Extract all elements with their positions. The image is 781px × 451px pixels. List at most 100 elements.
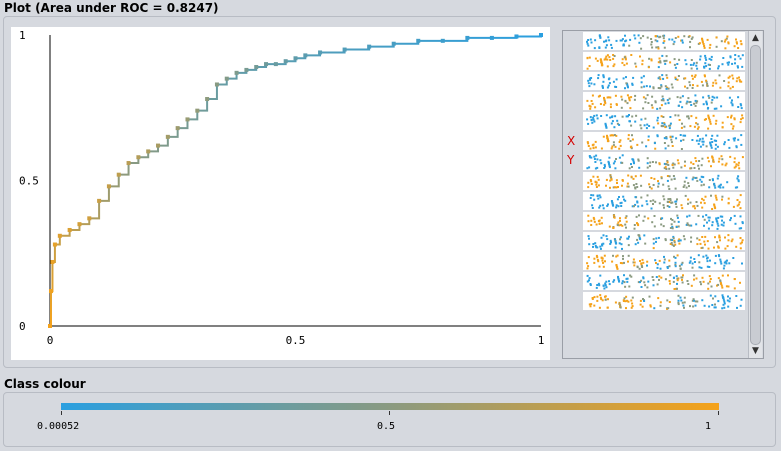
attribute-point [719,279,722,282]
x-tick-label: 1 [538,334,545,347]
attribute-row[interactable] [583,32,745,50]
attribute-point [738,227,741,230]
attribute-scrollbar[interactable]: ▲ ▼ [748,31,762,358]
attribute-point [619,306,622,309]
attribute-point [727,285,730,288]
attribute-point [711,224,714,227]
attribute-point [624,58,627,61]
attribute-point [652,247,655,250]
attribute-point [607,36,610,39]
attribute-point [689,305,691,308]
attribute-point [637,34,640,37]
attribute-point [679,239,682,242]
attribute-point [666,99,669,102]
attribute-point [618,196,620,198]
attribute-point [668,124,671,127]
attribute-point [695,223,698,226]
attribute-point [735,145,738,148]
attribute-row[interactable] [583,152,745,170]
attribute-point [616,182,618,184]
attribute-point [615,134,618,137]
attribute-row[interactable] [583,192,745,210]
attribute-row[interactable] [583,52,745,70]
attribute-point [683,180,686,183]
attribute-point [708,305,711,308]
scroll-up-icon[interactable]: ▲ [752,33,759,43]
x-tick-label: 0.5 [286,334,306,347]
attribute-point [703,304,706,307]
attribute-point [734,58,737,61]
attribute-point [692,176,695,179]
attribute-row[interactable] [583,92,745,110]
attribute-point [621,58,624,61]
attribute-point [636,265,639,268]
attribute-row[interactable] [583,272,745,290]
attribute-point [590,77,593,79]
attribute-point [596,295,599,298]
attribute-row[interactable] [583,292,745,310]
attribute-point [625,226,627,229]
attribute-point [639,37,642,40]
attribute-point [658,162,661,165]
attribute-row[interactable] [583,252,745,270]
attribute-point [640,263,643,266]
attribute-row[interactable] [583,132,745,150]
attribute-point [716,96,719,99]
attribute-point [621,184,623,187]
attribute-point [646,166,649,169]
scroll-thumb[interactable] [750,45,761,345]
attribute-point [647,102,650,104]
attribute-point [604,295,606,298]
attribute-point [601,222,603,225]
attribute-point [592,216,595,219]
attribute-point [689,84,692,87]
attribute-point [638,41,641,44]
attribute-point [606,54,609,57]
attribute-point [684,134,687,137]
attribute-point [734,222,737,225]
roc-point [185,117,190,122]
roc-plot[interactable]: 0 0 0.5 0.5 1 1 [11,27,550,360]
roc-point [318,50,323,55]
attribute-point [598,194,601,197]
attribute-row[interactable] [583,172,745,190]
roc-point [57,233,62,238]
attribute-point [701,38,704,41]
attribute-point [697,142,700,145]
attribute-point [642,96,645,99]
attribute-point [644,101,647,104]
attribute-point [731,99,733,102]
scroll-down-icon[interactable]: ▼ [752,346,759,356]
attribute-point [700,80,703,83]
roc-point [156,143,161,148]
attribute-row[interactable] [583,232,745,250]
attribute-point [593,120,596,123]
attribute-point [671,219,674,221]
attribute-point [736,186,739,189]
attribute-panel[interactable] [562,30,764,359]
attribute-point [659,35,662,38]
attribute-row[interactable] [583,112,745,130]
attribute-point [666,161,669,164]
attribute-row[interactable] [583,212,745,230]
attribute-point [694,300,697,303]
attribute-point [707,247,710,250]
attribute-point [640,127,643,130]
attribute-point [594,242,597,245]
attribute-row[interactable] [583,72,745,90]
attribute-point [686,222,689,225]
attribute-point [702,140,705,143]
attribute-point [631,115,634,118]
attribute-point [714,194,717,197]
attribute-point [723,141,726,144]
attribute-point [727,239,730,242]
attribute-point [737,161,740,164]
attribute-point [737,179,740,182]
attribute-point [720,155,723,158]
attribute-point [659,304,662,307]
attribute-point [708,96,711,99]
attribute-point [734,54,737,56]
attribute-point [723,306,726,309]
attribute-point [612,162,615,165]
attribute-point [671,38,674,41]
